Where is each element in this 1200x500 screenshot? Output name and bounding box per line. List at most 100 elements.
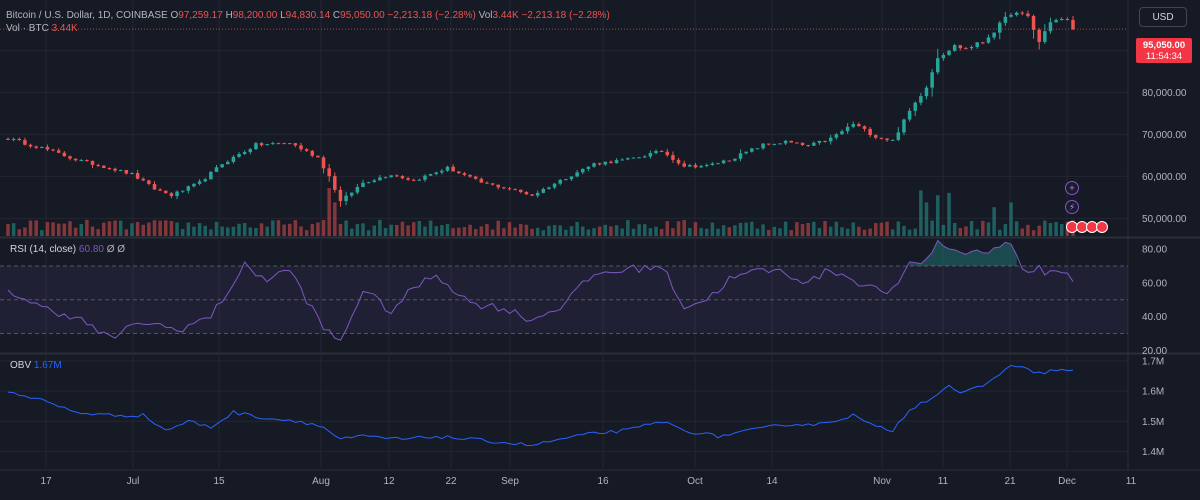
rsi-axis-label: 60.00 — [1142, 278, 1167, 289]
candle-body — [141, 178, 145, 181]
us-flag-icon[interactable] — [1096, 221, 1108, 233]
candle-body — [40, 146, 44, 148]
volume-bar — [209, 229, 213, 236]
low-label: L — [280, 10, 286, 21]
volume-bar — [502, 228, 506, 236]
volume-bar — [783, 221, 788, 236]
time-axis-label: 17 — [40, 476, 52, 487]
volume-bar — [885, 221, 889, 236]
volume-bar — [372, 225, 377, 236]
volume-bar — [113, 220, 117, 236]
high-label: H — [225, 10, 233, 21]
candle-body — [575, 172, 579, 177]
candle-body — [530, 194, 534, 196]
volume-bar — [96, 229, 100, 236]
volume-bar — [800, 224, 805, 236]
candle-body — [395, 175, 399, 177]
candle-body — [800, 142, 805, 146]
candle-body — [79, 160, 84, 162]
plus-circle-icon[interactable]: + — [1065, 181, 1079, 195]
time-axis-label: 15 — [213, 476, 225, 487]
candle-body — [327, 168, 331, 177]
volume-bar — [118, 220, 123, 236]
volume-bar — [237, 223, 241, 236]
volume-bar — [890, 229, 895, 236]
obv-pane — [7, 364, 1074, 447]
candle-body — [924, 87, 929, 97]
volume-bar — [34, 220, 38, 236]
candle-body — [316, 155, 320, 158]
lightning-icon[interactable]: ⚡ — [1065, 200, 1079, 214]
candle-body — [473, 176, 478, 179]
volume-bar — [541, 230, 546, 236]
volume-bar — [1054, 221, 1058, 236]
candle-body — [209, 171, 213, 180]
volume-bar — [1026, 224, 1030, 236]
candle-body — [885, 138, 889, 141]
volume-bar — [124, 229, 129, 236]
candle-body — [462, 173, 467, 175]
candle-body — [361, 182, 365, 188]
volume-bar — [699, 228, 703, 236]
volume-bar — [282, 224, 286, 236]
volume-bar — [186, 222, 191, 236]
last-price-tag: 95,050.00 11:54:34 — [1136, 38, 1192, 63]
candle-body — [975, 42, 979, 47]
volume-bar — [321, 220, 326, 236]
volume-bar — [992, 207, 996, 236]
candle-body — [175, 191, 179, 197]
volume-bar — [547, 225, 551, 236]
candle-body — [614, 160, 619, 164]
candle-body — [795, 142, 799, 144]
volume-bar — [395, 224, 399, 236]
volume-bar — [406, 225, 410, 236]
volume-bar — [766, 229, 771, 236]
candle-body — [772, 144, 777, 146]
candle-body — [485, 182, 489, 184]
candle-body — [68, 156, 72, 159]
rsi-legend[interactable]: RSI (14, close) 60.80 Ø Ø — [10, 244, 125, 256]
volume-bar — [1014, 221, 1019, 236]
volume-bar — [671, 228, 675, 236]
obv-legend[interactable]: OBV 1.67M — [10, 360, 62, 372]
candle-body — [828, 137, 833, 142]
price-axis-label: 60,000.00 — [1142, 172, 1187, 183]
candle-body — [259, 143, 264, 146]
volume-bar — [107, 221, 112, 236]
volume-bar — [1059, 224, 1064, 236]
high-value: 98,200.00 — [232, 10, 278, 21]
candle-body — [96, 164, 100, 166]
time-axis-label: 11 — [1126, 476, 1137, 487]
volume-bar — [68, 221, 72, 236]
volume-bar — [682, 219, 686, 236]
candle-body — [558, 179, 562, 184]
candle-body — [1014, 12, 1019, 15]
candle-body — [11, 138, 16, 140]
rsi-line — [7, 239, 1074, 341]
candle-body — [665, 151, 670, 156]
candle-body — [642, 156, 647, 158]
candle-body — [699, 166, 703, 168]
currency-button[interactable]: USD — [1139, 7, 1187, 27]
candle-body — [34, 146, 38, 148]
volume-bar — [496, 220, 500, 236]
volume-bar — [457, 227, 461, 236]
candle-body — [812, 142, 816, 146]
candle-body — [997, 22, 1002, 33]
candle-body — [637, 157, 641, 159]
volume-bar — [879, 222, 884, 236]
volume-bar — [349, 228, 354, 236]
volume-bar — [51, 222, 55, 236]
candle-body — [1054, 20, 1058, 23]
candle-body — [524, 191, 529, 195]
volume-bar — [958, 228, 963, 236]
volume-bar — [569, 226, 574, 236]
candle-body — [383, 177, 388, 179]
volume-bar — [812, 221, 816, 236]
volume-bar — [552, 225, 557, 236]
vol-value: 3.44K — [492, 10, 519, 21]
candle-body — [710, 163, 715, 165]
candle-body — [186, 186, 191, 191]
volume-bar — [919, 190, 923, 236]
